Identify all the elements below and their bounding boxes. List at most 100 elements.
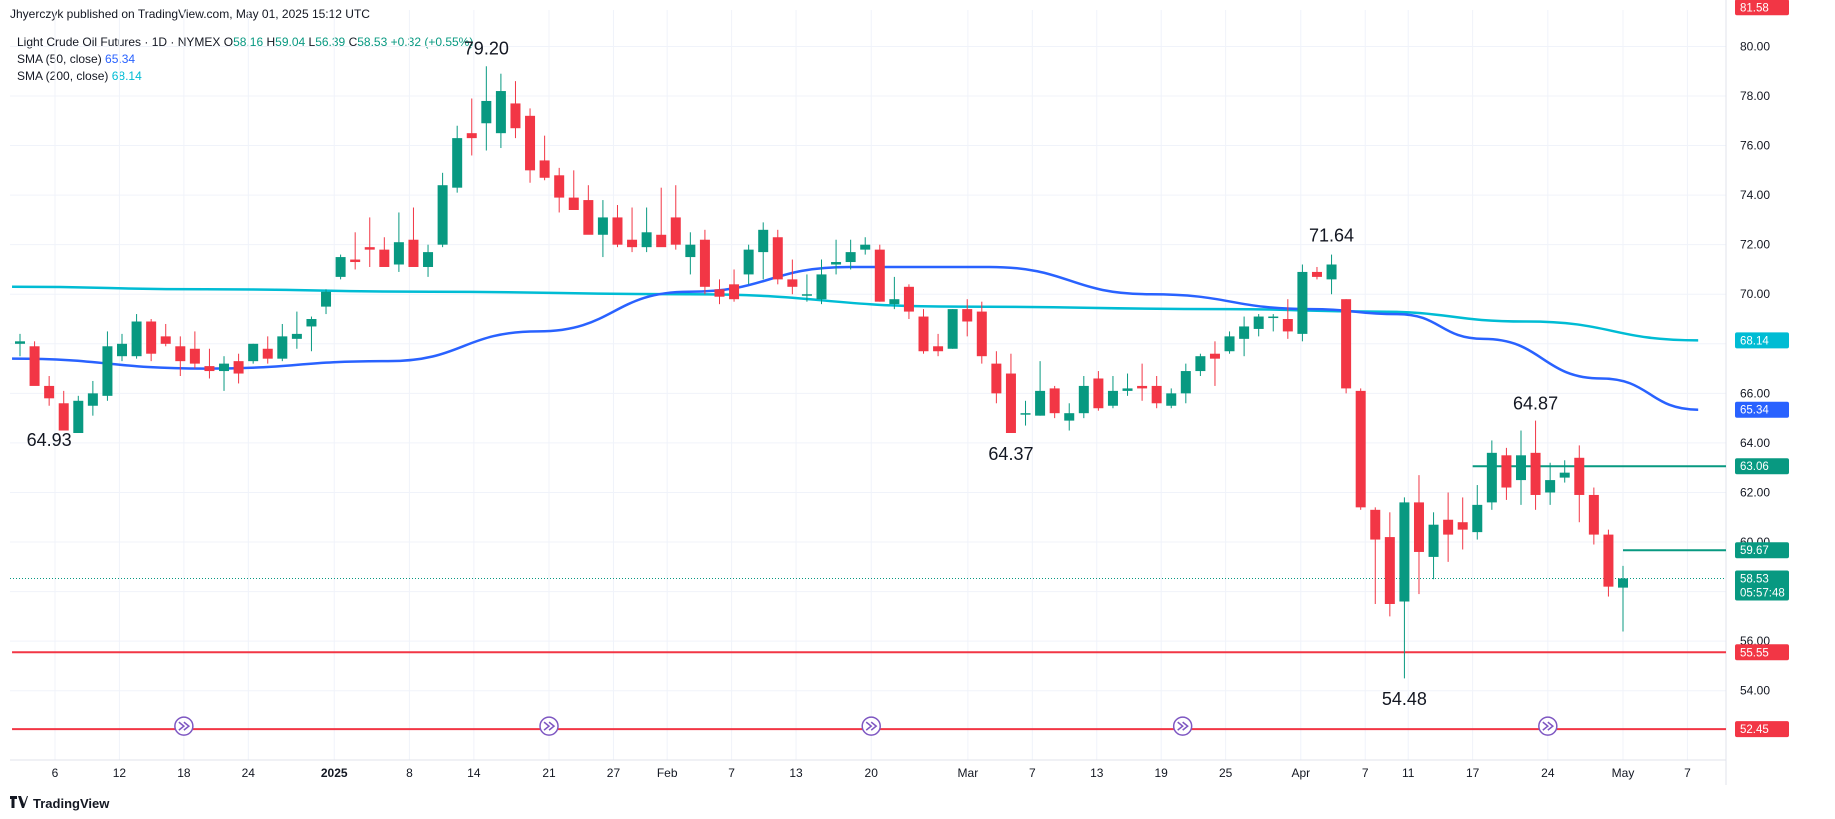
x-tick-label: 7 [728, 766, 735, 780]
candle [248, 343, 259, 364]
candle [1603, 529, 1614, 597]
sma200-line [12, 285, 1699, 342]
candle-body [525, 115, 536, 171]
candle-body [277, 336, 288, 359]
sma50-row[interactable]: SMA (50, close) 65.34 [17, 51, 473, 68]
candle [1180, 363, 1191, 404]
candle-body [787, 279, 798, 287]
candle [1005, 353, 1016, 434]
price-label-value: 68.14 [1740, 335, 1769, 347]
candle [1166, 388, 1177, 409]
candle [1574, 445, 1585, 523]
candle [1064, 403, 1075, 431]
price-annotation: 64.37 [988, 444, 1033, 464]
price-label: 63.06 [1735, 458, 1789, 475]
candle-body [87, 393, 98, 406]
candle-body [29, 346, 40, 386]
candle [146, 319, 157, 362]
price-label: 52.45 [1735, 721, 1789, 738]
candle-body [1297, 271, 1308, 334]
y-tick-label: 70.00 [1740, 287, 1770, 301]
candle-body [568, 197, 579, 210]
candle [1399, 497, 1410, 679]
candle-body [1457, 522, 1468, 530]
low-value: 56.39 [315, 35, 346, 49]
candle [772, 229, 783, 285]
candle [510, 81, 521, 139]
candle-body [73, 400, 84, 434]
candle-body [1049, 388, 1060, 414]
candle [73, 395, 84, 434]
close-label: C [348, 35, 358, 49]
candle [685, 232, 696, 275]
x-tick-label: Mar [958, 766, 979, 780]
candle-body [699, 239, 710, 287]
candle-body [204, 366, 215, 372]
candle-body [1180, 371, 1191, 394]
candle-body [1530, 452, 1541, 495]
candle [379, 237, 390, 267]
candle [1282, 299, 1293, 339]
close-value: 58.53 [357, 35, 388, 49]
price-label: 81.58 [1735, 0, 1789, 16]
candle [1428, 512, 1439, 580]
chart-legend: Light Crude Oil Futures · 1D · NYMEX O58… [17, 34, 473, 85]
candle-body [554, 175, 565, 198]
candle [1559, 460, 1570, 483]
candle-body [423, 252, 434, 267]
candle [1239, 316, 1250, 357]
price-chart[interactable]: 54.0056.0058.0060.0062.0064.0066.0068.00… [0, 0, 1835, 790]
candle [291, 311, 302, 349]
candle [1341, 299, 1352, 394]
candle [364, 217, 375, 267]
price-label: 65.34 [1735, 401, 1789, 418]
candle [962, 299, 973, 337]
price-annotation: 64.93 [27, 430, 72, 450]
candle [1137, 363, 1148, 401]
candle-body [583, 200, 594, 235]
candle-body [1064, 413, 1075, 421]
publisher-line: Jhyerczyk published on TradingView.com, … [10, 7, 370, 21]
candle-body [889, 299, 900, 305]
symbol-title[interactable]: Light Crude Oil Futures · 1D · NYMEX [17, 35, 221, 49]
price-annotation: 71.64 [1309, 226, 1354, 246]
candle-body [1384, 537, 1395, 604]
candle [1618, 565, 1628, 632]
candle-body [350, 259, 361, 263]
candle [1093, 371, 1104, 411]
price-annotation: 79.20 [464, 38, 509, 58]
candle-body [933, 346, 944, 352]
candle [947, 309, 958, 349]
candle [1311, 266, 1322, 280]
x-tick-label: 25 [1219, 766, 1233, 780]
candle [1486, 440, 1497, 510]
price-label-value: 52.45 [1740, 724, 1769, 736]
x-tick-label: 21 [542, 766, 556, 780]
candle [87, 380, 98, 416]
candle-body [612, 217, 623, 245]
candle [874, 244, 885, 302]
price-label-value: 63.06 [1740, 461, 1769, 473]
y-tick-label: 72.00 [1740, 238, 1770, 252]
candle [1384, 512, 1395, 617]
candle-body [976, 311, 987, 357]
x-tick-label: 24 [242, 766, 256, 780]
candle-body [481, 100, 492, 124]
candle-body [1428, 524, 1439, 557]
candle-body [1035, 390, 1046, 416]
high-value: 59.04 [275, 35, 306, 49]
candle-body [1603, 534, 1614, 587]
price-label: 59.67 [1735, 542, 1789, 559]
y-tick-label: 62.00 [1740, 485, 1770, 499]
candle [58, 390, 69, 431]
candle-body [175, 346, 186, 362]
brand-name[interactable]: TradingView [33, 796, 110, 811]
candle [860, 237, 871, 255]
candle-body [758, 229, 769, 253]
candle [743, 244, 754, 285]
candle [903, 284, 914, 320]
candle-body [874, 249, 885, 302]
candle-body [1515, 455, 1526, 481]
candle [175, 336, 186, 377]
candle-body [772, 237, 783, 280]
